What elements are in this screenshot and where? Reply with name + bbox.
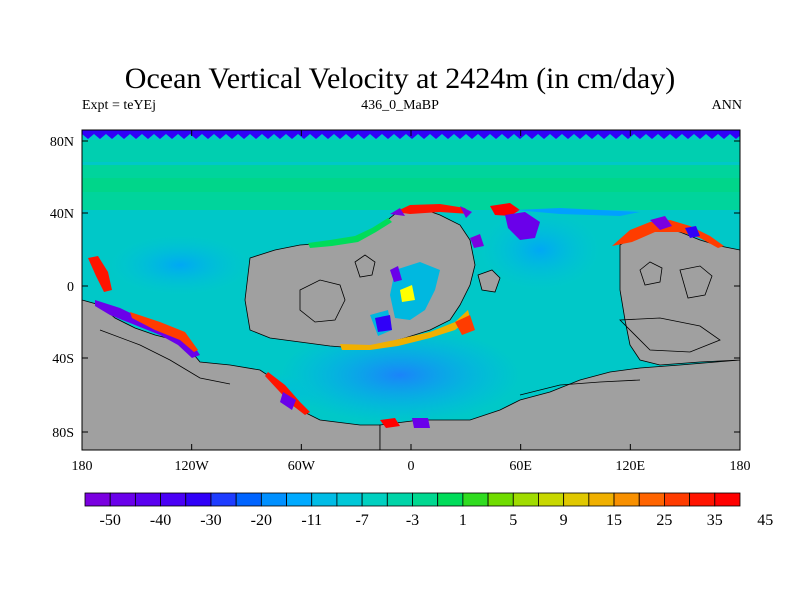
pacific-blue [110,235,250,295]
colorbar-swatch [538,492,565,507]
colorbar-label: -30 [200,512,221,529]
colorbar-swatch [664,492,691,507]
island-east [477,269,501,293]
colorbar-label: 1 [459,512,467,529]
colorbar-label: -40 [150,512,171,529]
colorbar-swatch [210,492,237,507]
red-spot-north [490,203,520,216]
plot-title: Ocean Vertical Velocity at 2424m (in cm/… [124,62,676,95]
colorbar-swatch [689,492,716,507]
lon-tick-label: 180 [730,459,751,474]
lon-tick-label: 120E [616,459,646,474]
map-field [82,130,740,450]
colorbar-swatch [437,492,464,507]
colorbar-swatch [160,492,187,507]
colorbar-swatch [563,492,590,507]
colorbar-swatch [336,492,363,507]
streak-east [515,208,640,216]
colorbar-swatch [512,492,539,507]
colorbar-swatch [613,492,640,507]
land-masses [82,207,740,450]
northern-band-core [82,178,740,192]
land-southern [379,359,740,450]
lat-tick-label: 80S [52,426,74,441]
colorbar-label: 9 [560,512,568,529]
colorbar-swatch [134,492,161,507]
colorbar-label: -3 [406,512,419,529]
coastlines [99,254,721,396]
colorbar-label: -20 [251,512,272,529]
time-label: 436_0_MaBP [361,98,439,113]
colorbar-swatch [638,492,665,507]
colorbar-swatch [286,492,313,507]
lon-tick-label: 60W [288,459,316,474]
colorbar-label: 25 [656,512,672,529]
experiment-label: Expt = teYEj [82,98,156,113]
lat-tick-label: 0 [67,280,74,295]
central-rim-south [340,310,470,350]
colorbar-label: 15 [606,512,622,529]
colorbar-swatch [311,492,338,507]
colorbar-swatch [588,492,615,507]
lat-tick-label: 80N [50,135,74,150]
lat-tick-label: 40N [50,207,74,222]
colorbar-label: 35 [707,512,723,529]
colorbar-swatch [109,492,136,507]
colorbar-swatch [361,492,388,507]
colorbar-label: 45 [757,512,773,529]
central-rim-north [308,218,392,248]
colorbar-swatch [462,492,489,507]
colorbar-swatch [185,492,212,507]
tethys-red-band [395,204,470,214]
colorbar-swatch [412,492,439,507]
colorbar-swatch [487,492,514,507]
colorbar-label: 5 [509,512,517,529]
colorbar: -50 -40 -30 -20 -11 -7 -3 1 5 9 15 25 35 45 [84,492,773,529]
inner-sea [390,262,440,320]
southern-ocean-blue [280,327,520,423]
colorbar-label: -11 [301,512,322,529]
colorbar-swatch [84,492,111,507]
colorbar-swatch [235,492,262,507]
axis-ticks: 180 120W 60W 0 60E 120E 180 80N 40N 0 40S 80S [50,130,751,474]
west-coast-purple [95,300,200,358]
land-eastern [619,227,740,366]
coastal-extremes [88,203,724,428]
lon-tick-label: 60E [509,459,532,474]
east-coast-band [612,220,724,248]
lon-tick-label: 0 [408,459,415,474]
colorbar-swatch [714,492,741,507]
south-coast-band [265,372,310,415]
colorbar-label: -7 [355,512,368,529]
season-label: ANN [711,98,742,113]
lon-tick-label: 180 [72,459,93,474]
lon-tick-label: 120W [175,459,210,474]
colorbar-label: -50 [100,512,121,529]
west-coast-band [88,256,112,292]
purple-patch-north [505,212,540,240]
lat-tick-label: 40S [52,352,74,367]
colorbar-swatch [260,492,287,507]
colorbar-swatch [386,492,413,507]
arctic-band [82,140,740,162]
